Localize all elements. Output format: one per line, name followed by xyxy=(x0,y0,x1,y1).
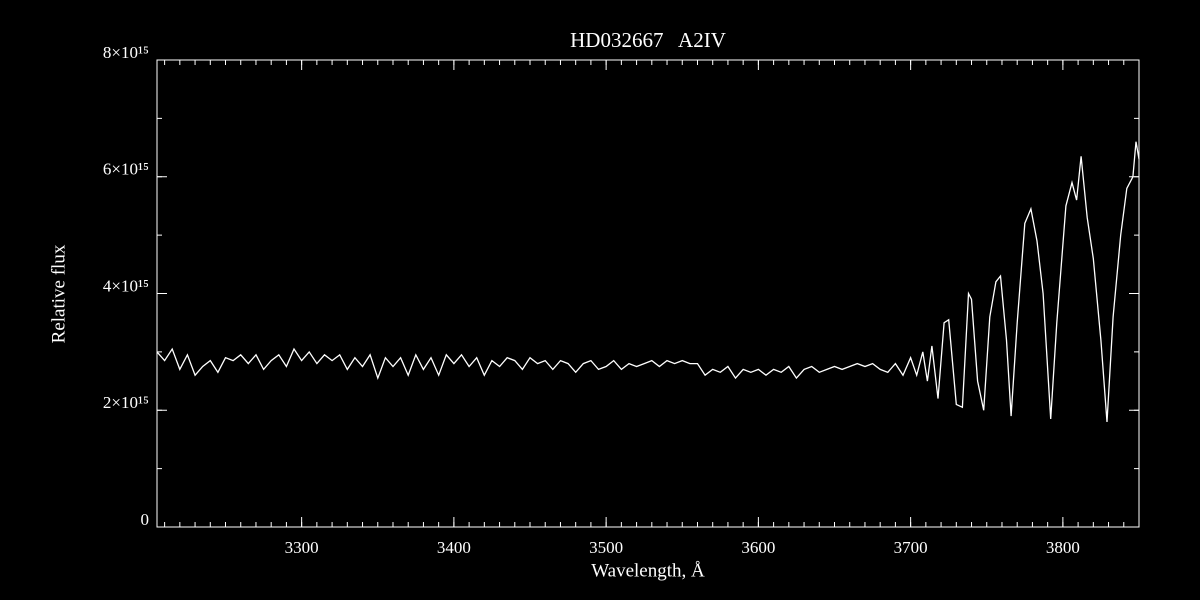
spectrum-line xyxy=(156,141,1140,422)
x-tick-label: 3400 xyxy=(437,538,471,557)
chart-title: HD032667 A2IV xyxy=(570,28,726,52)
y-tick-label: 6×10¹⁵ xyxy=(103,160,149,179)
y-tick-label: 2×10¹⁵ xyxy=(103,393,149,412)
x-axis-label: Wavelength, Å xyxy=(591,560,705,581)
x-tick-label: 3600 xyxy=(741,538,775,557)
x-tick-label: 3700 xyxy=(894,538,928,557)
y-axis-label: Relative flux xyxy=(48,244,69,343)
x-tick-label: 3500 xyxy=(589,538,623,557)
y-tick-label: 0 xyxy=(141,510,150,529)
y-tick-label: 4×10¹⁵ xyxy=(103,276,149,295)
x-tick-label: 3300 xyxy=(285,538,319,557)
x-tick-label: 3800 xyxy=(1046,538,1080,557)
y-tick-label: 8×10¹⁵ xyxy=(103,43,149,62)
